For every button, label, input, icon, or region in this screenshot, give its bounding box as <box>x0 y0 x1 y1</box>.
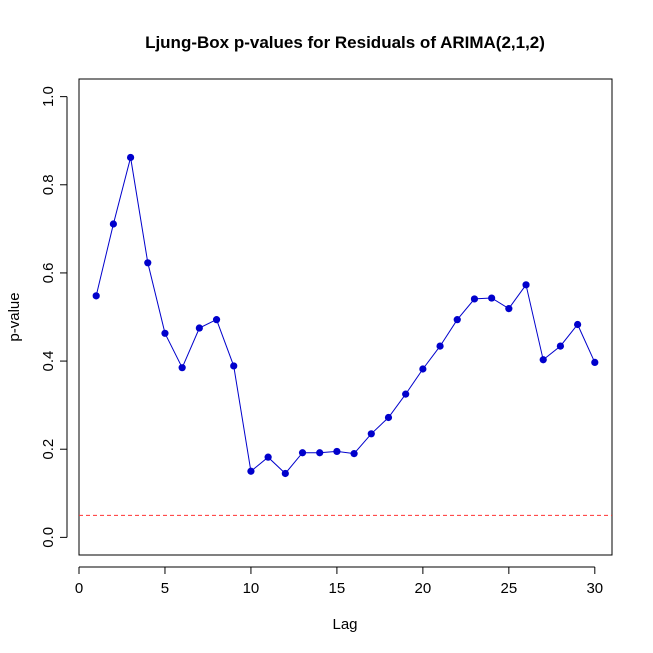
data-point <box>556 342 565 350</box>
data-point <box>384 413 393 422</box>
data-point <box>453 316 461 324</box>
data-point <box>488 294 496 302</box>
data-point <box>539 356 547 364</box>
x-tick-label: 0 <box>75 580 83 597</box>
data-point <box>505 305 513 313</box>
data-point <box>126 153 135 162</box>
data-point <box>109 220 117 228</box>
data-point <box>522 281 530 289</box>
data-point <box>230 362 238 370</box>
data-point <box>436 342 444 350</box>
data-point <box>350 450 358 458</box>
data-point <box>298 449 307 457</box>
x-tick-label: 20 <box>415 580 432 597</box>
data-point <box>247 467 255 475</box>
y-axis-label: p-value <box>6 292 23 341</box>
data-point <box>178 364 186 372</box>
y-tick-label: 0.6 <box>40 262 57 283</box>
y-tick-label: 0.4 <box>40 351 57 372</box>
x-tick-label: 25 <box>500 580 517 597</box>
data-point <box>161 329 169 337</box>
data-point <box>402 390 410 398</box>
data-point <box>470 295 479 303</box>
data-point <box>574 320 582 329</box>
y-tick-label: 0.8 <box>40 174 57 195</box>
data-point <box>281 469 289 478</box>
data-point <box>92 292 100 300</box>
y-tick-label: 0.2 <box>40 439 57 460</box>
plot-frame <box>78 78 613 556</box>
x-tick-label: 10 <box>243 580 260 597</box>
x-axis-label: Lag <box>332 616 357 633</box>
chart-title: Ljung-Box p-values for Residuals of ARIM… <box>145 33 545 52</box>
data-point <box>419 365 427 373</box>
x-tick-label: 15 <box>329 580 346 597</box>
data-point <box>367 430 375 438</box>
series-layer <box>92 153 599 478</box>
data-point <box>144 259 152 267</box>
data-point <box>316 449 324 457</box>
x-tick-label: 30 <box>586 580 603 597</box>
data-point <box>212 316 221 324</box>
y-tick-label: 0.0 <box>40 527 57 548</box>
data-point <box>591 358 599 366</box>
data-point <box>195 324 203 332</box>
axes-layer: 0 5 10 15 20 25 30 0.0 0.2 0.4 0.6 0.8 1.0 <box>40 86 603 597</box>
data-point <box>264 453 272 461</box>
series-line <box>95 157 596 475</box>
data-point <box>333 447 341 456</box>
y-tick-label: 1.0 <box>40 86 57 107</box>
x-tick-label: 5 <box>161 580 169 597</box>
